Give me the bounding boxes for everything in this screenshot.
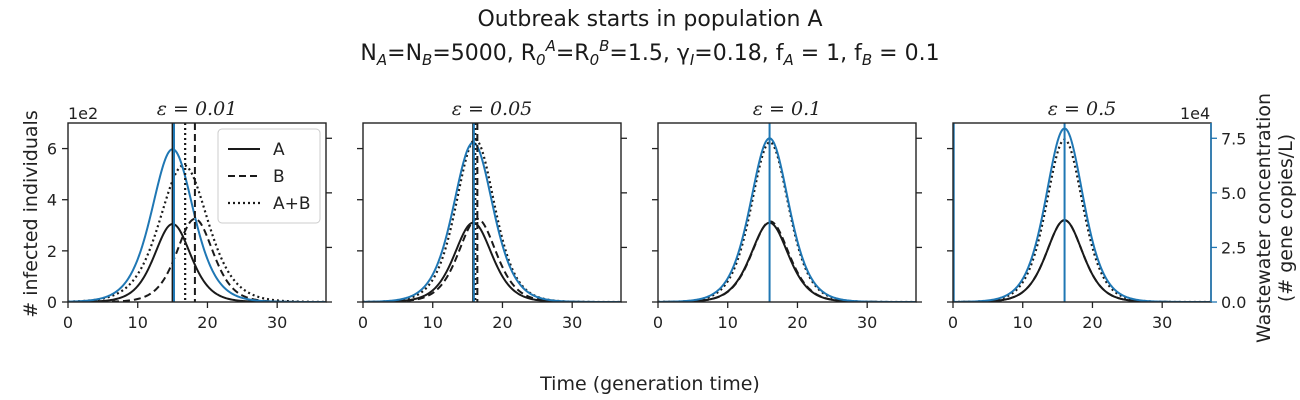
- x-tick-label: 20: [492, 313, 512, 332]
- plot-frame: [657, 122, 917, 303]
- panel-title: ε = 0.05: [452, 98, 533, 120]
- plot-frame: [362, 122, 622, 303]
- legend-label: A: [273, 140, 285, 160]
- y-axis-label-right-line1: Wastewater concentration: [1253, 93, 1275, 343]
- series-a: [68, 223, 326, 302]
- y-axis-label-right-line2: (# gene copies/L): [1275, 134, 1297, 302]
- x-tick-label: 0: [63, 313, 73, 332]
- x-tick-label: 10: [718, 313, 738, 332]
- panel-title: ε = 0.5: [1048, 98, 1116, 120]
- plot-frame: [67, 122, 327, 303]
- y-axis-label-left: # infected individuals: [20, 110, 42, 317]
- series-b: [68, 217, 326, 302]
- series-a-plus-b: [953, 138, 1211, 302]
- series-a-plus-b: [363, 138, 621, 302]
- y-tick-label-left: 6: [47, 140, 57, 159]
- panel-title: ε = 0.1: [753, 98, 821, 120]
- y-tick-label-right: 7.5: [1221, 129, 1246, 148]
- series-wastewater: [363, 141, 621, 302]
- left-scale-label: 1e2: [68, 104, 98, 123]
- x-tick-label: 0: [948, 313, 958, 332]
- y-tick-label-right: 2.5: [1221, 238, 1246, 257]
- y-tick-label-left: 2: [47, 242, 57, 261]
- y-tick-label-right: 0.0: [1221, 293, 1246, 312]
- legend-label: A+B: [273, 194, 311, 214]
- x-tick-label: 20: [1082, 313, 1102, 332]
- series-a-plus-b: [658, 141, 916, 302]
- x-tick-label: 30: [562, 313, 582, 332]
- x-tick-label: 20: [197, 313, 217, 332]
- figure-title: Outbreak starts in population A: [477, 7, 822, 32]
- x-tick-label: 20: [787, 313, 807, 332]
- x-tick-label: 10: [423, 313, 443, 332]
- panel-3: ε = 0.1 0 10 20 30: [652, 98, 922, 332]
- panel-2: ε = 0.05 0 10 20 30: [357, 98, 627, 332]
- series-a: [658, 221, 916, 302]
- y-tick-label-left: 4: [47, 191, 57, 210]
- series-b: [953, 219, 1211, 302]
- x-axis-label: Time (generation time): [539, 373, 760, 395]
- x-tick-label: 0: [358, 313, 368, 332]
- legend-label: B: [273, 167, 285, 187]
- series-b: [363, 217, 621, 302]
- plot-frame: [952, 122, 1212, 303]
- x-tick-label: 30: [857, 313, 877, 332]
- y-tick-label-right: 5.0: [1221, 184, 1246, 203]
- panel-1: ε = 0.01 0 10 20 30 0 2 4 6 AB A+B: [47, 98, 332, 332]
- y-tick-label-left: 0: [47, 293, 57, 312]
- series-wastewater: [953, 127, 1211, 302]
- x-tick-label: 30: [267, 313, 287, 332]
- right-scale-label: 1e4: [1180, 104, 1210, 123]
- figure-subtitle: NA​=NB​=5000, R0​A​=R0​B​=1.5, γI​=0.18,…: [360, 37, 939, 69]
- series-a: [363, 221, 621, 302]
- x-tick-label: 10: [1013, 313, 1033, 332]
- x-tick-label: 0: [653, 313, 663, 332]
- series-a: [953, 219, 1211, 302]
- legend: AB A+B: [217, 128, 321, 224]
- series-wastewater: [658, 137, 916, 302]
- x-tick-label: 10: [128, 313, 148, 332]
- x-tick-label: 30: [1152, 313, 1172, 332]
- panel-4: ε = 0.5 0 10 20 30 0.0 2.5 5.0 7.5: [947, 98, 1246, 332]
- series-b: [658, 220, 916, 302]
- panel-title: ε = 0.01: [157, 98, 238, 120]
